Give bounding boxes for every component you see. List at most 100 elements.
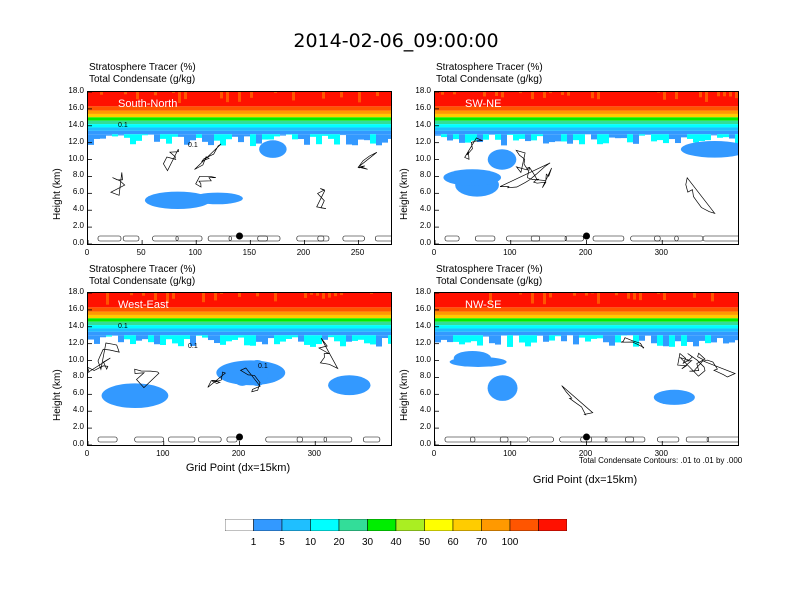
tracer-edge-cell [292, 134, 298, 140]
tracer-top-streak [663, 293, 666, 301]
surface-contour [530, 235, 567, 242]
tracer-top-streak [663, 92, 666, 100]
tracer-edge-cell [501, 134, 507, 146]
y-tick-label: 16.0 [68, 102, 84, 112]
y-tick-label: 16.0 [415, 102, 431, 112]
contour-label: 0.1 [188, 343, 198, 350]
tracer-top-streak [172, 92, 175, 93]
condensate-contour [318, 337, 339, 370]
tracer-top-streak [549, 293, 552, 298]
tracer-edge-cell [705, 134, 711, 141]
colorbar-swatch [538, 519, 567, 531]
tracer-edge-cell [537, 134, 543, 137]
colorbar-label: 70 [475, 537, 488, 548]
x-tick-label: 100 [503, 449, 517, 458]
tracer-band [88, 293, 391, 308]
panel-label: NW-SE [465, 299, 502, 311]
tracer-top-streak [675, 92, 678, 100]
surface-contour [685, 436, 709, 443]
surface-contour [564, 235, 584, 242]
y-tick-label: 14.0 [68, 320, 84, 330]
y-tick-label: 0.0 [419, 238, 431, 247]
tracer-edge-cell [256, 134, 262, 144]
condensate-contour [620, 337, 645, 349]
tracer-top-streak [699, 92, 702, 98]
tracer-edge-cell [603, 134, 609, 144]
tracer-edge-cell [274, 134, 280, 137]
tracer-edge-cell [130, 335, 136, 345]
tracer-edge-cell [723, 335, 729, 344]
tracer-top-streak [100, 92, 103, 95]
tracer-edge-cell [160, 134, 166, 139]
tracer-top-streak [124, 92, 127, 95]
surface-contour [630, 235, 661, 242]
tracer-top-streak [106, 293, 109, 305]
tracer-edge-cell [238, 335, 244, 338]
tracer-edge-cell [370, 134, 376, 144]
tracer-edge-cell [382, 335, 388, 339]
tracer-top-streak [441, 92, 444, 95]
tracer-top-streak [130, 293, 133, 296]
x-tick-label: 300 [654, 248, 668, 257]
tracer-band [435, 325, 738, 329]
tracer-top-streak [531, 92, 534, 100]
tracer-band [88, 113, 391, 118]
tracer-edge-cell [310, 134, 316, 137]
colorbar-label: 40 [390, 537, 402, 548]
y-tick-label: 2.0 [419, 422, 431, 432]
colorbar-label: 5 [279, 537, 285, 548]
x-tick-label: 200 [296, 248, 311, 257]
tracer-blob [328, 375, 371, 396]
y-tick-label: 6.0 [72, 187, 84, 197]
panel-label: West-East [118, 299, 169, 311]
tracer-edge-cell [495, 134, 501, 140]
tracer-band [88, 110, 391, 114]
tracer-edge-cell [124, 134, 130, 138]
location-marker [583, 232, 590, 240]
location-marker [236, 433, 243, 441]
tracer-top-streak [549, 92, 552, 94]
tracer-top-streak [328, 293, 331, 298]
condensate-contour [316, 188, 327, 209]
contour-label: 0.1 [118, 122, 128, 129]
location-marker [583, 433, 590, 441]
condensate-contour [526, 166, 539, 181]
tracer-edge-cell [88, 335, 94, 340]
tracer-edge-cell [160, 335, 166, 346]
surface-contour [363, 436, 381, 443]
tracer-edge-cell [262, 134, 268, 140]
tracer-edge-cell [663, 134, 669, 144]
colorbar-swatch [509, 519, 539, 531]
tracer-band [88, 307, 391, 312]
surface-contour [499, 436, 529, 443]
condensate-contour [163, 148, 179, 172]
surface-contour [702, 235, 738, 242]
tracer-top-streak [238, 92, 241, 102]
condensate-contour [499, 162, 551, 189]
y-tick-label: 12.0 [415, 136, 431, 146]
tracer-edge-cell [597, 335, 603, 339]
tracer-edge-cell [645, 134, 651, 135]
tracer-edge-cell [657, 335, 663, 346]
tracer-edge-cell [172, 335, 178, 344]
tracer-blob [487, 375, 518, 401]
tracer-top-streak [627, 293, 630, 299]
tracer-top-streak [495, 92, 498, 97]
y-tick-label: 18.0 [68, 287, 84, 296]
y-tick-label: 14.0 [415, 119, 431, 129]
surface-contour [580, 436, 608, 443]
tracer-edge-cell [705, 335, 711, 344]
surface-contour [475, 235, 496, 242]
tracer-band [435, 92, 738, 107]
y-tick-label: 12.0 [68, 136, 84, 146]
surface-contour [604, 436, 635, 443]
panel-header-2: Stratosphere Tracer (%) Total Condensate… [436, 62, 543, 86]
y-tick-label: 18.0 [415, 86, 431, 95]
x-tick-label: 0 [84, 248, 90, 257]
colorbar-swatch [253, 519, 283, 531]
tracer-edge-cell [543, 335, 549, 342]
tracer-edge-cell [669, 335, 675, 347]
surface-contour [228, 235, 268, 242]
tracer-edge-cell [465, 335, 471, 343]
tracer-top-streak [501, 92, 504, 98]
